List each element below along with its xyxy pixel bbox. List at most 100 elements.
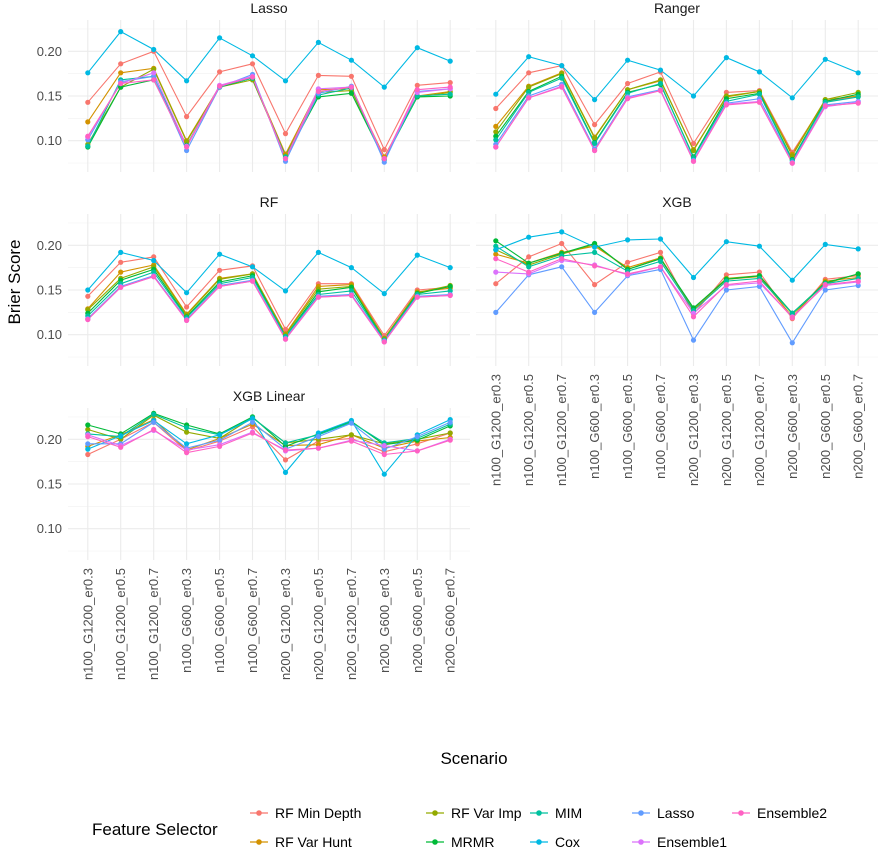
data-point [625, 90, 631, 96]
x-tick-label: n200_G1200_er0.5 [719, 374, 734, 486]
data-point [85, 316, 91, 323]
data-point [348, 57, 354, 63]
data-point [559, 229, 565, 235]
data-point [855, 94, 861, 100]
data-point [592, 263, 598, 269]
data-point [315, 430, 321, 436]
data-point [526, 269, 532, 275]
x-tick-label: n200_G600_er0.3 [785, 374, 800, 479]
data-point [381, 443, 387, 449]
legend-title: Feature Selector [92, 820, 218, 839]
x-tick-label: n200_G600_er0.7 [443, 568, 458, 673]
panel-xgb: XGB [476, 194, 878, 366]
data-point [526, 89, 532, 95]
data-point [493, 105, 499, 112]
data-point [217, 35, 223, 41]
legend-key-point [432, 810, 438, 816]
data-point [85, 70, 91, 76]
legend-key-point [432, 839, 438, 845]
series-line [87, 428, 451, 456]
x-tick-label: n100_G1200_er0.7 [554, 374, 569, 486]
data-point [493, 256, 499, 262]
legend-label: Lasso [657, 805, 695, 821]
legend-key-point [536, 810, 542, 816]
series-line [495, 77, 859, 162]
data-point [414, 448, 420, 454]
data-point [592, 240, 598, 247]
data-point [217, 83, 223, 89]
data-point [493, 129, 499, 135]
data-point [625, 271, 631, 277]
data-point [118, 61, 124, 67]
data-point [85, 287, 91, 293]
data-point [151, 257, 157, 264]
data-point [822, 103, 828, 109]
data-point [315, 294, 321, 300]
data-point [447, 292, 453, 298]
data-point [493, 133, 499, 139]
legend-key-point [256, 810, 262, 816]
data-point [855, 246, 861, 252]
data-point [315, 72, 321, 78]
data-point [447, 80, 453, 86]
data-point [723, 287, 730, 293]
data-point [447, 437, 453, 443]
data-point [151, 77, 157, 83]
x-tick-label: n200_G600_er0.3 [377, 568, 392, 673]
data-point [756, 69, 763, 75]
x-tick-label: n100_G1200_er0.7 [146, 568, 161, 680]
data-point [756, 283, 763, 289]
data-point [315, 39, 321, 46]
data-point [447, 288, 453, 294]
data-point [657, 236, 664, 242]
data-point [625, 80, 631, 87]
data-point [526, 95, 532, 101]
data-point [381, 159, 387, 165]
data-point [756, 99, 763, 105]
data-point [526, 54, 532, 60]
data-point [447, 283, 453, 289]
y-tick-label: 0.20 [37, 432, 62, 447]
x-tick-label: n200_G600_er0.5 [410, 568, 425, 673]
series-line [87, 271, 451, 342]
data-point [151, 70, 157, 76]
data-point [118, 249, 124, 255]
series-line [87, 251, 451, 295]
y-tick-label: 0.10 [37, 133, 62, 148]
data-point [447, 84, 453, 90]
data-point [348, 84, 354, 90]
data-point [559, 264, 565, 270]
data-point [690, 337, 697, 343]
data-point [822, 287, 828, 293]
x-axis-ticks: n100_G1200_er0.3 n100_G1200_er0.5 n100_G12… [80, 374, 865, 680]
x-tick-label: n200_G600_er0.7 [851, 374, 866, 479]
data-point [414, 434, 420, 440]
data-point [447, 419, 453, 425]
data-point [723, 272, 730, 278]
data-point [184, 317, 190, 323]
data-point [282, 78, 289, 84]
legend-key-point [638, 839, 644, 845]
x-tick-label: n100_G600_er0.3 [179, 568, 194, 673]
data-point [249, 264, 256, 270]
data-point [217, 251, 223, 257]
data-point [592, 249, 598, 255]
legend-key-point [256, 839, 262, 845]
data-point [184, 425, 190, 431]
data-point [592, 122, 598, 128]
data-point [592, 140, 598, 146]
data-point [348, 284, 354, 290]
x-axis-title: Scenario [440, 749, 507, 768]
data-point [690, 314, 697, 320]
data-point [151, 66, 157, 72]
x-tick-label: n100_G1200_er0.3 [80, 568, 95, 680]
data-point [217, 443, 223, 449]
data-point [217, 437, 223, 443]
data-point [85, 119, 91, 125]
data-point [625, 96, 631, 102]
data-point [348, 90, 354, 96]
data-point [118, 70, 124, 76]
data-point [723, 102, 730, 108]
panel-title: Ranger [654, 0, 700, 16]
series-line [495, 72, 859, 158]
